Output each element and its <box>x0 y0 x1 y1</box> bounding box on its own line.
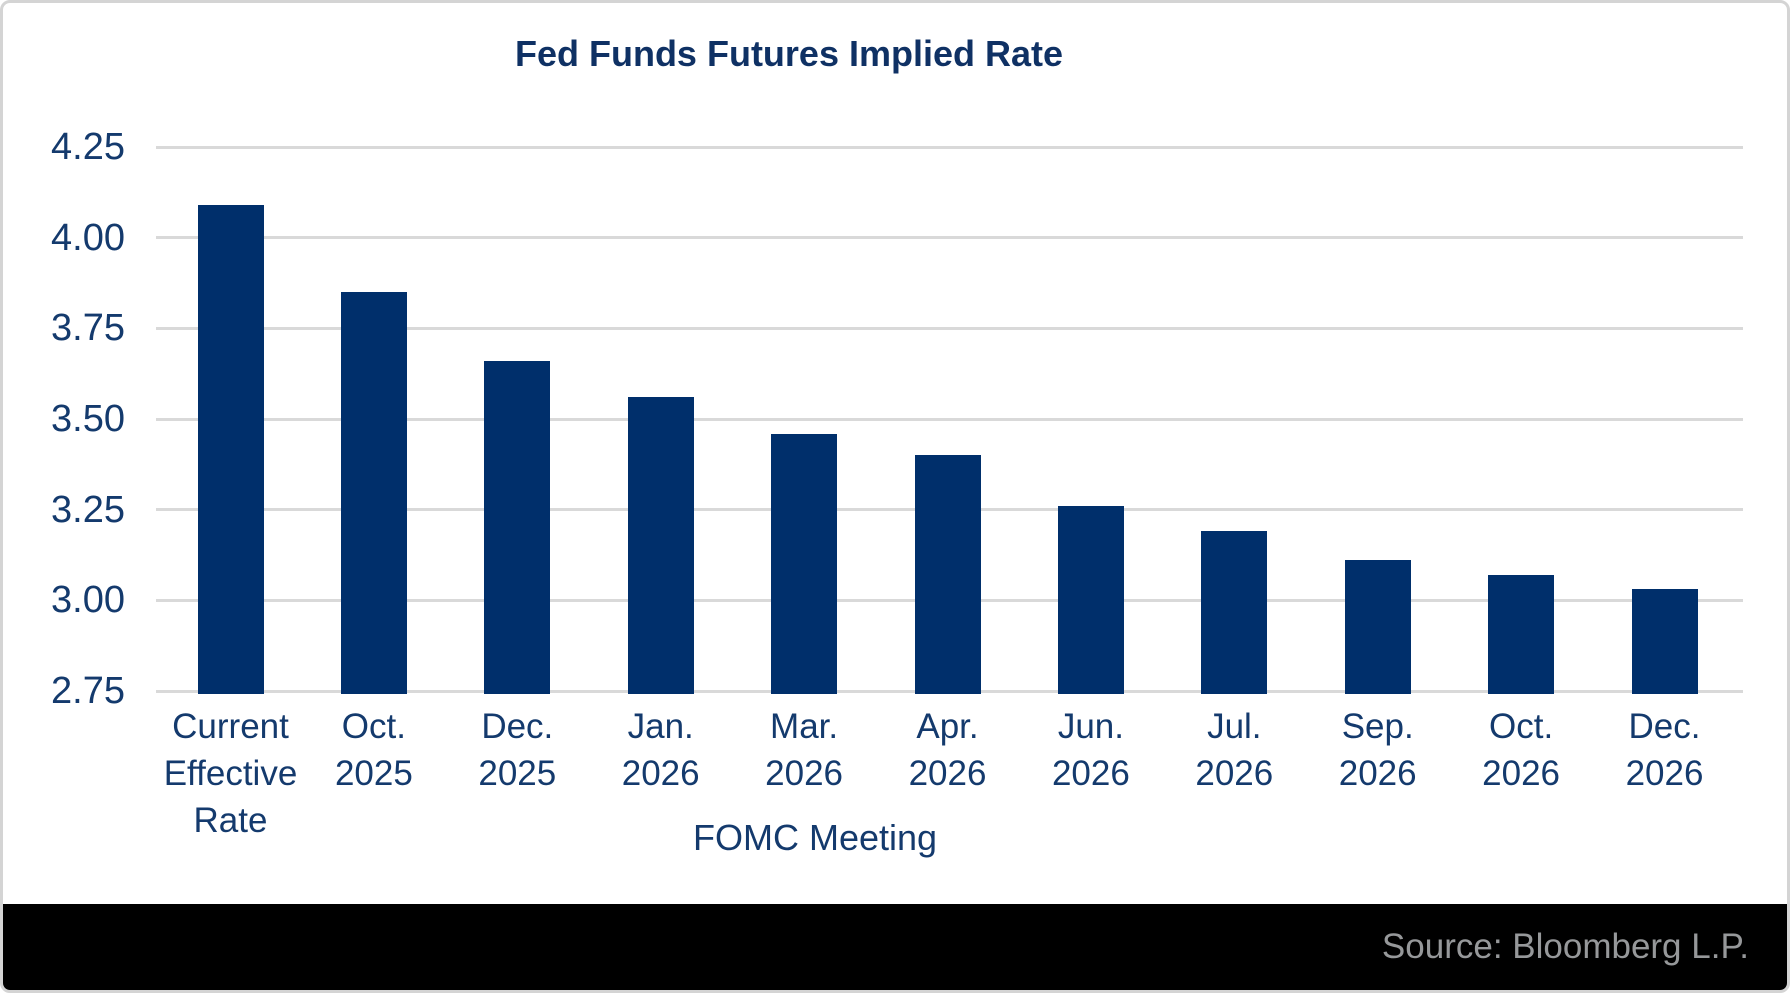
bar-oct-2026 <box>1488 574 1555 694</box>
bar-apr-2026 <box>914 455 981 694</box>
y-tick-label: 3.00 <box>51 579 125 622</box>
y-tick-label: 4.25 <box>51 126 125 168</box>
bar-oct-2025 <box>340 292 407 694</box>
x-tick-label-line: Dec. <box>481 707 554 746</box>
x-tick-label: Current Effective Rate <box>143 703 319 844</box>
x-tick-label-line: 2026 <box>765 754 844 793</box>
x-tick-label: Oct. 2025 <box>286 703 462 797</box>
source-footer: Source: Bloomberg L.P. <box>3 904 1787 990</box>
x-tick-label-line: Apr. <box>916 707 979 746</box>
x-tick-label-line: Oct. <box>1489 707 1554 746</box>
bar-dec-2025 <box>484 360 551 694</box>
x-tick-label-line: 2026 <box>1625 754 1704 793</box>
x-tick-label: Oct. 2026 <box>1433 703 1609 797</box>
x-tick-label-line: Current <box>172 707 289 746</box>
gridline <box>156 417 1743 421</box>
x-tick-label: Jul. 2026 <box>1146 703 1322 797</box>
bar-jul-2026 <box>1201 531 1268 694</box>
x-tick-label-line: Mar. <box>770 707 839 746</box>
x-tick-label-line: Oct. <box>341 707 406 746</box>
x-tick-label: Jun. 2026 <box>1003 703 1179 797</box>
chart-title: Fed Funds Futures Implied Rate <box>514 33 1064 74</box>
y-tick-label: 3.75 <box>51 307 125 350</box>
bar-dec-2026 <box>1631 589 1698 694</box>
x-tick-label-line: Jan. <box>627 707 694 746</box>
x-tick-label: Apr. 2026 <box>860 703 1036 797</box>
x-tick-label-line: Rate <box>193 801 268 840</box>
x-tick-label-line: 2026 <box>908 754 987 793</box>
bar-jan-2026 <box>627 397 694 694</box>
x-tick-label: Jan. 2026 <box>573 703 749 797</box>
plot-area <box>156 145 1743 694</box>
x-tick-label-line: Dec. <box>1628 707 1701 746</box>
source-caption: Source: Bloomberg L.P. <box>1381 927 1749 966</box>
x-tick-label-line: Sep. <box>1341 707 1414 746</box>
bar-sep-2026 <box>1344 560 1411 694</box>
x-tick-label-line: 2026 <box>1051 754 1130 793</box>
bar-jun-2026 <box>1057 506 1124 694</box>
bar-mar-2026 <box>771 433 838 694</box>
gridline <box>156 326 1743 330</box>
x-tick-label-line: 2025 <box>478 754 557 793</box>
x-tick-label-line: Jun. <box>1057 707 1124 746</box>
x-tick-label-line: 2026 <box>1338 754 1417 793</box>
x-tick-label-line: 2026 <box>621 754 700 793</box>
x-tick-label-line: Effective <box>163 754 298 793</box>
x-tick-label: Sep. 2026 <box>1290 703 1466 797</box>
y-tick-label: 3.25 <box>51 488 125 531</box>
x-tick-label: Mar. 2026 <box>716 703 892 797</box>
x-tick-label-line: 2026 <box>1195 754 1274 793</box>
x-tick-label: Dec. 2026 <box>1577 703 1753 797</box>
gridline <box>156 236 1743 240</box>
bar-current-effective-rate <box>197 205 264 694</box>
x-tick-label-line: 2025 <box>334 754 413 793</box>
y-tick-label: 3.50 <box>51 398 125 440</box>
y-tick-label: 2.75 <box>51 670 125 712</box>
x-tick-label-line: Jul. <box>1207 707 1262 746</box>
x-axis-title: FOMC Meeting <box>692 817 938 858</box>
gridline <box>156 145 1743 149</box>
x-tick-label-line: 2026 <box>1482 754 1561 793</box>
y-tick-label: 4.00 <box>51 216 125 259</box>
x-tick-label: Dec. 2025 <box>429 703 605 797</box>
